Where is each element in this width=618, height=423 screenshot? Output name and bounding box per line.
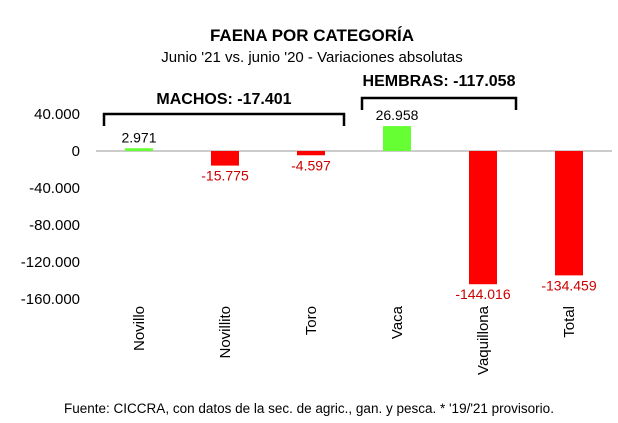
bar-vaquillona <box>469 151 497 285</box>
data-label: 26.958 <box>376 107 419 123</box>
y-tick-label: 40.000 <box>34 106 80 123</box>
bar-vaca <box>383 126 411 151</box>
category-label: Total <box>561 306 578 338</box>
bar-novillo <box>125 148 153 151</box>
data-label: -134.459 <box>541 277 596 293</box>
group-brackets: MACHOS: -17.401 HEMBRAS: -117.058 <box>102 73 518 126</box>
footnote: Fuente: CICCRA, con datos de la sec. de … <box>64 401 554 416</box>
category-label: Novillo <box>131 306 148 351</box>
bar-total <box>555 151 583 276</box>
data-label: 2.971 <box>121 129 156 145</box>
group-bracket <box>102 112 346 126</box>
y-tick-label: -120.000 <box>21 254 80 271</box>
y-tick-label: -160.000 <box>21 291 80 308</box>
category-label: Vaca <box>389 305 406 339</box>
bar-toro <box>297 151 325 156</box>
data-label: -15.775 <box>201 168 249 184</box>
group-label: MACHOS: -17.401 <box>156 91 291 108</box>
data-label: -144.016 <box>455 286 510 302</box>
y-axis: 40.000 0 -40.000 -80.000 -120.000 -160.000 <box>21 106 612 308</box>
data-label: -4.597 <box>291 157 331 173</box>
bars <box>125 126 583 285</box>
y-tick-label: -40.000 <box>29 180 80 197</box>
group-label: HEMBRAS: -117.058 <box>363 73 516 90</box>
chart-subtitle: Junio '21 vs. junio '20 - Variaciones ab… <box>161 49 462 66</box>
data-labels: 2.971 -15.775 -4.597 26.958 -144.016 -134.459 <box>121 107 596 302</box>
y-tick-label: 0 <box>72 143 80 160</box>
category-labels: Novillo Novillito Toro Vaca Vaquillona Total <box>131 305 578 375</box>
category-label: Toro <box>303 306 320 335</box>
y-tick-label: -80.000 <box>29 217 80 234</box>
category-label: Novillito <box>217 306 234 359</box>
chart-title: FAENA POR CATEGORÍA <box>210 26 414 45</box>
bar-novillito <box>211 151 239 166</box>
category-label: Vaquillona <box>475 305 492 375</box>
group-bracket <box>360 96 518 110</box>
